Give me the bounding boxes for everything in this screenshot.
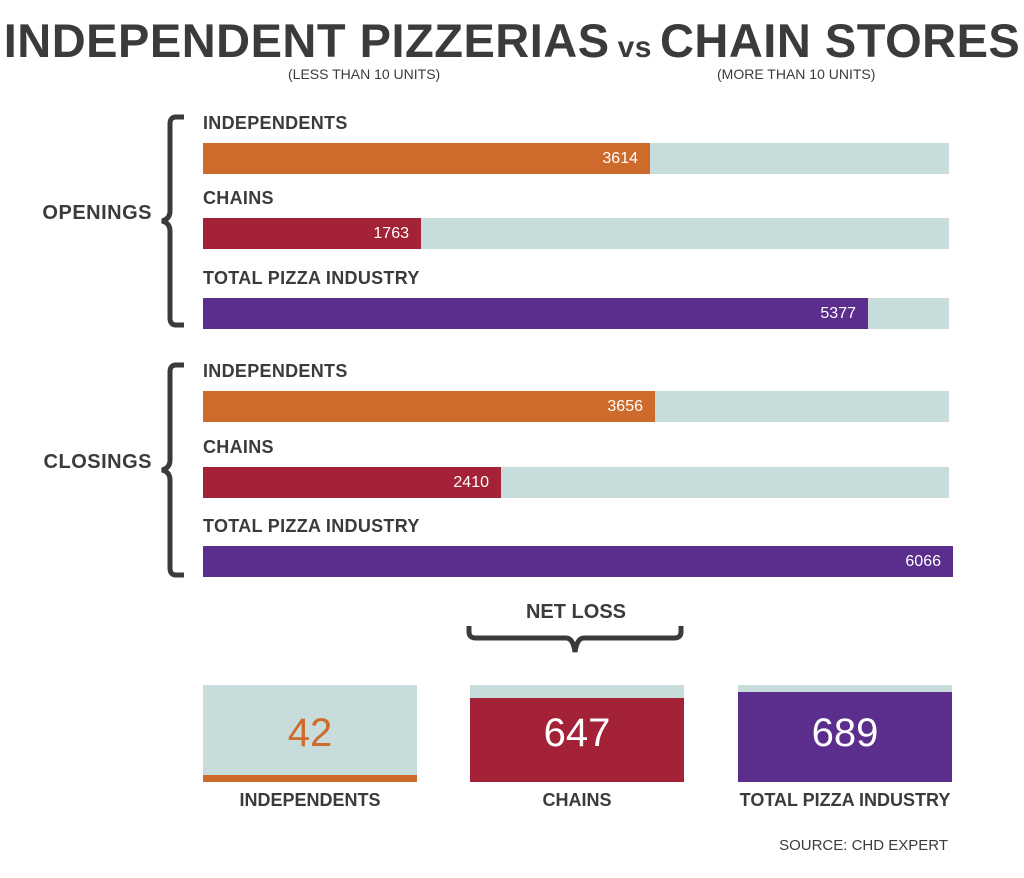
bar-value-label: 6066: [905, 553, 941, 570]
bar-closings-total: 6066: [203, 546, 953, 577]
net-loss-label-total: TOTAL PIZZA INDUSTRY: [739, 790, 951, 810]
bar-label-openings-independents: INDEPENDENTS: [203, 113, 348, 133]
bar-value-label: 1763: [373, 225, 409, 242]
bar-label-closings-chains: CHAINS: [203, 437, 274, 457]
bar-label-openings-chains: CHAINS: [203, 188, 274, 208]
bar-value-label: 5377: [820, 305, 856, 322]
net-loss-label-independents: INDEPENDENTS: [239, 790, 381, 810]
closings-brace-icon: [161, 362, 184, 578]
net-loss-label-chains: CHAINS: [542, 790, 612, 810]
bar-track: 2410: [203, 467, 949, 498]
title-left: INDEPENDENT PIZZERIAS: [3, 14, 610, 67]
title-vs: vs: [617, 31, 652, 64]
bar-value-label: 3614: [602, 150, 638, 167]
bar-value-label: 2410: [453, 474, 489, 491]
group-label-openings: OPENINGS: [42, 202, 152, 224]
net-loss-box-total: 689: [738, 685, 952, 782]
subtitle-right: (MORE THAN 10 UNITS): [717, 66, 876, 82]
subtitle-left: (LESS THAN 10 UNITS): [288, 66, 441, 82]
bar-openings-total: 5377: [203, 298, 868, 329]
bar-track: 3614: [203, 143, 949, 174]
chart-title: INDEPENDENT PIZZERIAS vs CHAIN STORES: [0, 14, 1024, 68]
net-loss-brace-icon: [466, 626, 684, 653]
net-loss-value-independents: 42: [287, 711, 333, 755]
bar-openings-independents: 3614: [203, 143, 650, 174]
net-loss-label: NET LOSS: [525, 601, 626, 623]
bar-label-closings-independents: INDEPENDENTS: [203, 361, 348, 381]
bar-closings-chains: 2410: [203, 467, 501, 498]
net-loss-value-chains: 647: [543, 711, 611, 755]
bar-track: 3656: [203, 391, 949, 422]
bar-track: 6066: [203, 546, 953, 577]
net-loss-bar-independents: [203, 775, 417, 782]
title-right: CHAIN STORES: [659, 14, 1021, 67]
group-label-closings: CLOSINGS: [43, 451, 152, 473]
net-loss-box-chains: 647: [470, 685, 684, 782]
bar-closings-independents: 3656: [203, 391, 655, 422]
bar-label-openings-total: TOTAL PIZZA INDUSTRY: [203, 268, 420, 288]
source-note: SOURCE: CHD EXPERT: [779, 837, 948, 854]
bar-label-closings-total: TOTAL PIZZA INDUSTRY: [203, 516, 420, 536]
bar-track: 1763: [203, 218, 949, 249]
bar-track: 5377: [203, 298, 949, 329]
net-loss-value-total: 689: [811, 711, 879, 755]
bar-openings-chains: 1763: [203, 218, 421, 249]
openings-brace-icon: [161, 114, 184, 328]
bar-value-label: 3656: [607, 398, 643, 415]
net-loss-bar-chains: [470, 698, 684, 782]
net-loss-bar-total: [738, 692, 952, 782]
net-loss-box-independents: 42: [203, 685, 417, 782]
